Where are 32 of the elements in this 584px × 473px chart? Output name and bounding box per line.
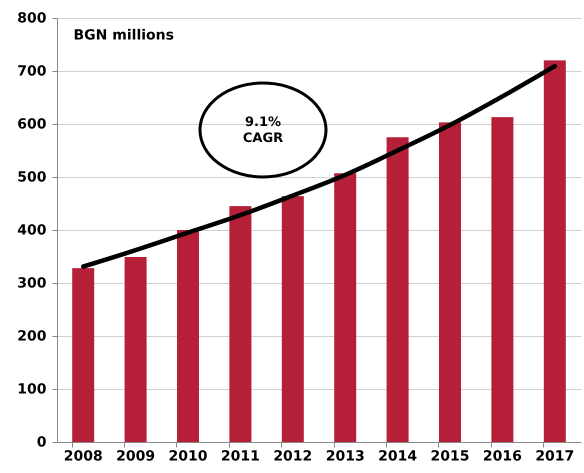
bar: [124, 257, 147, 442]
y-tick-label: 100: [17, 382, 47, 398]
y-tick-label: 500: [17, 170, 47, 186]
bar: [544, 60, 566, 442]
bar: [491, 117, 514, 442]
bar: [438, 122, 462, 442]
x-tick-label: 2010: [168, 448, 208, 464]
x-tick-label: 2015: [430, 448, 470, 464]
bar: [72, 268, 94, 442]
y-tick-label: 700: [17, 64, 47, 80]
x-tick-label: 2012: [273, 448, 312, 464]
x-tick-label: 2014: [378, 448, 418, 464]
y-tick-label: 0: [36, 434, 47, 450]
y-axis-title: BGN millions: [74, 28, 174, 44]
x-tick-label: 2017: [535, 448, 574, 464]
y-tick-label: 200: [17, 328, 47, 344]
x-tick-label: 2013: [326, 448, 365, 464]
y-tick-label: 400: [17, 222, 47, 238]
bar: [229, 206, 252, 442]
x-tick-label: 2009: [116, 448, 156, 464]
line-series: [80, 64, 558, 269]
bar: [282, 196, 304, 442]
y-tick-label: 800: [17, 10, 47, 26]
y-tick-label: 300: [17, 276, 47, 292]
annotation: 9.1% CAGR: [242, 115, 284, 146]
x-tick-label: 2011: [220, 448, 260, 464]
bar: [176, 230, 200, 442]
bar: [386, 137, 409, 442]
y-tick-label: 600: [17, 116, 47, 132]
x-tick-label: 2016: [482, 448, 522, 464]
x-tick-label: 2008: [64, 448, 103, 464]
bar: [334, 173, 356, 442]
